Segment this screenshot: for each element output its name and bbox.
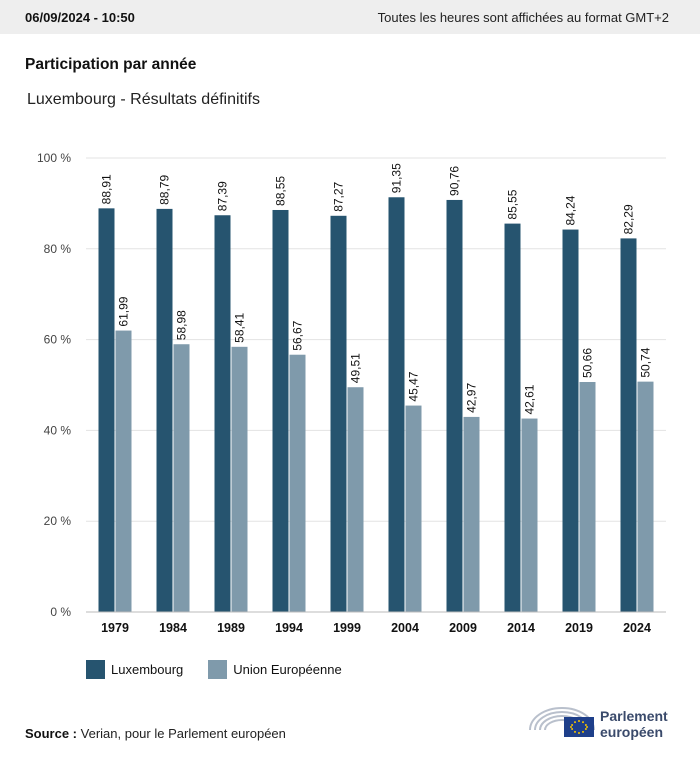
data-label: 88,79 [158,175,172,205]
legend-item-luxembourg: Luxembourg [86,660,183,679]
data-label: 87,27 [332,181,346,211]
bar [214,215,231,612]
chart-title: Participation par année [25,56,197,73]
data-label: 50,66 [581,348,595,378]
bar [231,346,248,612]
source-note: Source : Verian, pour le Parlement europ… [25,726,286,741]
bar [272,209,289,612]
bar [637,381,654,612]
x-tick-label: 2009 [449,621,477,635]
logo-text: Parlement européen [600,708,668,740]
data-label: 56,67 [291,320,305,350]
x-tick-label: 2024 [623,621,651,635]
parliament-logo: Parlement européen [528,700,678,742]
x-tick-label: 1979 [101,621,129,635]
bar [289,354,306,612]
y-tick-label: 100 % [37,151,71,165]
bar [347,387,364,612]
bar [463,416,480,612]
source-text: Verian, pour le Parlement européen [80,726,286,741]
data-label: 88,91 [100,174,114,204]
legend-label-eu: Union Européenne [233,662,342,677]
legend-swatch-luxembourg [86,660,105,679]
timestamp: 06/09/2024 - 10:50 [25,9,135,25]
data-label: 90,76 [448,166,462,196]
timezone-note: Toutes les heures sont affichées au form… [377,9,669,25]
bar [446,199,463,613]
data-label: 42,61 [523,384,537,414]
logo-line2: européen [600,724,664,740]
y-tick-label: 80 % [44,242,72,256]
x-tick-label: 1984 [159,621,187,635]
y-tick-label: 20 % [44,514,72,528]
data-label: 85,55 [506,189,520,219]
chart-subtitle: Luxembourg - Résultats définitifs [27,91,260,108]
data-label: 49,51 [349,353,363,383]
bar [330,215,347,612]
x-tick-label: 1999 [333,621,361,635]
legend-label-luxembourg: Luxembourg [111,662,184,677]
legend: Luxembourg Union Européenne [86,660,367,679]
bar [579,382,596,612]
bar [562,229,579,612]
data-label: 45,47 [407,371,421,401]
bar [156,208,173,612]
y-tick-label: 0 % [50,605,71,619]
bar [388,197,405,612]
data-label: 61,99 [117,296,131,326]
y-tick-label: 40 % [44,423,72,437]
data-label: 58,41 [233,312,247,342]
data-label: 82,29 [622,204,636,234]
y-tick-label: 60 % [44,333,72,347]
x-tick-label: 1989 [217,621,245,635]
x-tick-label: 1994 [275,621,303,635]
bar [405,405,422,612]
top-bar: 06/09/2024 - 10:50 Toutes les heures son… [0,0,700,34]
legend-item-eu: Union Européenne [208,660,342,679]
data-label: 87,39 [216,181,230,211]
data-label: 42,97 [465,383,479,413]
data-label: 91,35 [390,163,404,193]
source-label: Source : [25,726,78,741]
bar [98,208,115,612]
legend-swatch-eu [208,660,228,679]
bar [173,344,190,612]
x-tick-label: 2019 [565,621,593,635]
bar [115,330,132,612]
data-label: 84,24 [564,195,578,225]
x-tick-label: 2004 [391,621,419,635]
bar [521,418,538,612]
bar [620,238,637,613]
logo-line1: Parlement [600,708,668,724]
bar [504,223,521,612]
data-label: 58,98 [175,310,189,340]
parliament-hemicycle-icon [529,707,595,737]
bar-chart: 0 % 20 % 40 % 60 % 80 % 100 % 88,91 61,99 1979 88… [37,151,666,635]
data-label: 88,55 [274,176,288,206]
data-label: 50,74 [639,347,653,377]
x-tick-label: 2014 [507,621,535,635]
